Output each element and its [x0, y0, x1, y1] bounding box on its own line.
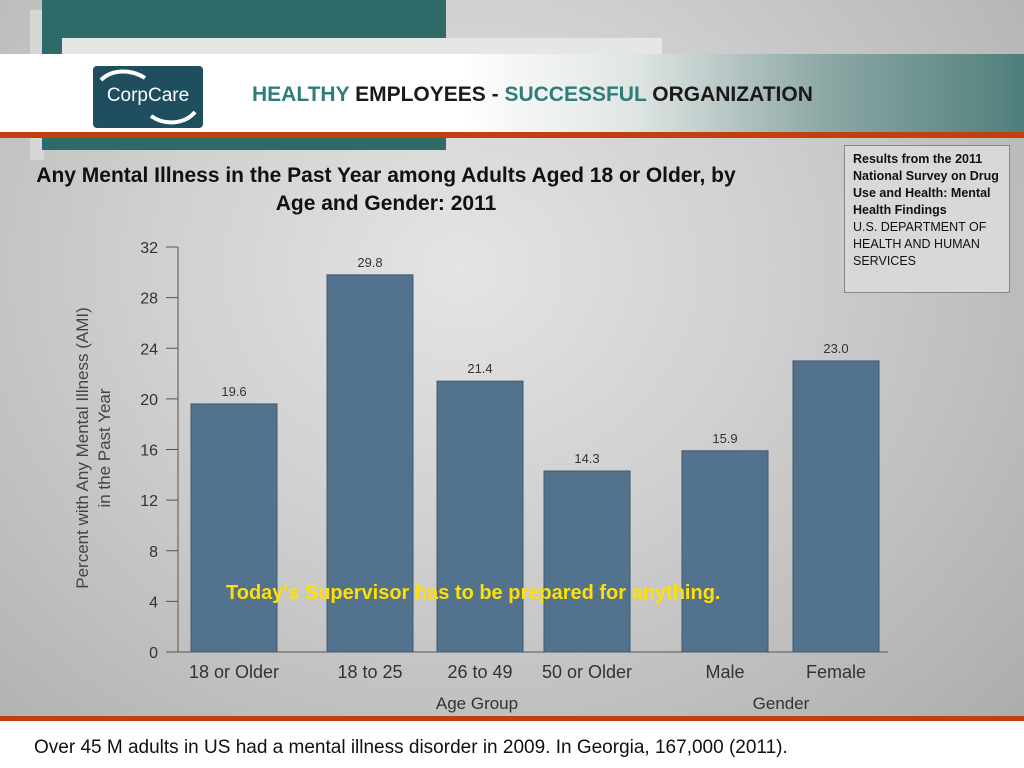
- bar-value-label: 15.9: [712, 431, 737, 446]
- source-box: Results from the 2011 National Survey on…: [844, 145, 1010, 293]
- header-divider: [0, 132, 1024, 138]
- title-part-employees: EMPLOYEES -: [355, 83, 499, 106]
- logo-hands-icon: [99, 69, 197, 125]
- y-tick-label: 12: [140, 493, 158, 510]
- y-tick-label: 0: [149, 645, 158, 662]
- x-group-label: Age Group: [436, 694, 518, 713]
- x-category-label: Female: [806, 662, 866, 682]
- callout-text: Today's Supervisor has to be prepared fo…: [226, 582, 721, 604]
- y-tick-label: 8: [149, 544, 158, 561]
- source-agency: U.S. DEPARTMENT OF HEALTH AND HUMAN SERV…: [853, 220, 987, 268]
- title-part-organization: ORGANIZATION: [652, 83, 813, 106]
- x-category-label: 50 or Older: [542, 662, 632, 682]
- y-tick-label: 16: [140, 443, 158, 460]
- bar-value-label: 23.0: [823, 341, 848, 356]
- bar-value-label: 19.6: [221, 384, 246, 399]
- y-axis-title-line2: in the Past Year: [95, 388, 114, 507]
- source-title: Results from the 2011 National Survey on…: [853, 152, 999, 217]
- footer-band: [0, 721, 1024, 768]
- footer-text: Over 45 M adults in US had a mental illn…: [34, 737, 788, 758]
- title-part-successful: SUCCESSFUL: [504, 83, 647, 106]
- bar: [792, 360, 880, 653]
- chart-title: Any Mental Illness in the Past Year amon…: [36, 164, 736, 215]
- x-category-label: 18 or Older: [189, 662, 279, 682]
- x-group-label: Gender: [753, 694, 810, 713]
- y-tick-label: 24: [140, 341, 158, 358]
- bar: [190, 403, 278, 653]
- x-category-label: 18 to 25: [337, 662, 402, 682]
- bar-value-label: 21.4: [467, 361, 492, 376]
- y-tick-label: 32: [140, 240, 158, 257]
- corpcare-logo: CorpCare: [93, 66, 203, 128]
- x-category-label: 26 to 49: [447, 662, 512, 682]
- bar: [543, 470, 631, 653]
- logo-text: CorpCare: [106, 85, 190, 106]
- bar-value-label: 14.3: [574, 451, 599, 466]
- bar: [436, 380, 524, 653]
- x-category-label: Male: [705, 662, 744, 682]
- y-axis-title-line1: Percent with Any Mental Illness (AMI): [73, 307, 92, 589]
- title-part-healthy: HEALTHY: [252, 83, 350, 106]
- page-title: HEALTHY EMPLOYEES - SUCCESSFUL ORGANIZAT…: [252, 83, 813, 107]
- y-tick-label: 28: [140, 291, 158, 308]
- y-tick-label: 20: [140, 392, 158, 409]
- y-tick-label: 4: [149, 594, 158, 611]
- bar-value-label: 29.8: [357, 255, 382, 270]
- bar: [326, 274, 414, 653]
- bar: [681, 450, 769, 653]
- footer-divider: [0, 716, 1024, 721]
